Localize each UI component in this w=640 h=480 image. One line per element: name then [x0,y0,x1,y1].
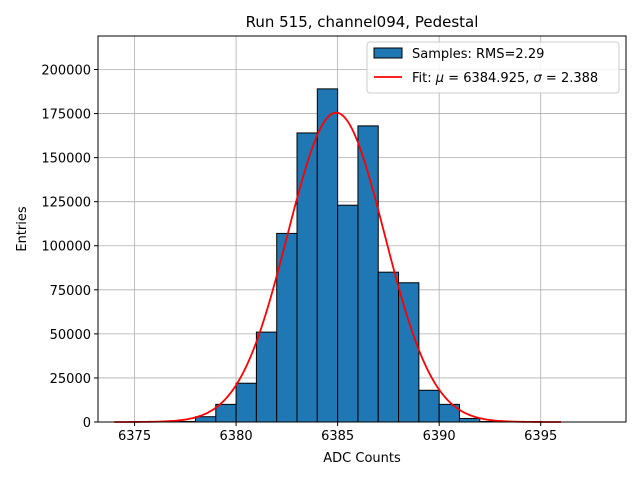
y-tick-label: 0 [83,416,91,431]
legend-fit-mu-value: 6384.925 [463,71,525,86]
chart-title: Run 515, channel094, Pedestal [246,13,479,31]
histogram-bar [215,403,237,423]
legend-label-fit: Fit: μ = 6384.925, σ = 2.388 [412,71,598,86]
fit-curve-group [114,111,562,423]
legend: Samples: RMS=2.29 Fit: μ = 6384.925, σ =… [366,41,620,94]
histogram-bar [316,88,339,423]
y-tick-label: 200000 [41,63,91,78]
plot-frame [97,35,627,423]
y-axis-ticks: 0 25000 50000 75000 100000 125000 150000 175000… [41,63,98,431]
legend-fit-eq2: = [542,71,561,86]
legend-fit-sigma-symbol: σ [534,71,543,86]
x-axis-ticks: 6375 6380 6385 6390 6395 [118,422,557,444]
legend-fit-prefix: Fit: [412,71,436,86]
histogram-bar [398,282,420,423]
legend-fit-eq1: = [444,71,463,86]
fit-curve [114,111,562,423]
y-tick-label: 25000 [50,372,91,387]
x-tick-label: 6390 [423,429,456,444]
histogram-bar [377,271,400,423]
y-tick-label: 175000 [41,108,91,123]
legend-fit-sigma-value: 2.388 [561,71,598,86]
x-tick-label: 6395 [524,429,557,444]
histogram-bar [458,417,481,423]
histogram-bars [174,88,501,423]
y-tick-label: 100000 [41,240,91,255]
histogram-bar [337,204,359,423]
legend-label-samples: Samples: RMS=2.29 [412,47,544,62]
y-tick-label: 125000 [41,196,91,211]
histogram-bar [418,389,440,423]
y-tick-label: 50000 [50,328,91,343]
legend-swatch-samples [373,47,403,59]
histogram-bar [194,416,217,423]
histogram-bar [296,132,318,423]
histogram-bar [255,331,278,423]
x-tick-label: 6380 [220,429,253,444]
x-tick-label: 6385 [321,429,354,444]
y-tick-label: 150000 [41,152,91,167]
y-tick-label: 75000 [50,284,91,299]
x-axis-label: ADC Counts [323,451,401,466]
legend-box [366,41,620,94]
legend-fit-mu-symbol: μ [435,71,444,86]
histogram-bar [235,382,257,423]
legend-fit-sep: , [525,71,533,86]
x-tick-label: 6375 [118,429,151,444]
y-axis-label: Entries [15,206,30,252]
